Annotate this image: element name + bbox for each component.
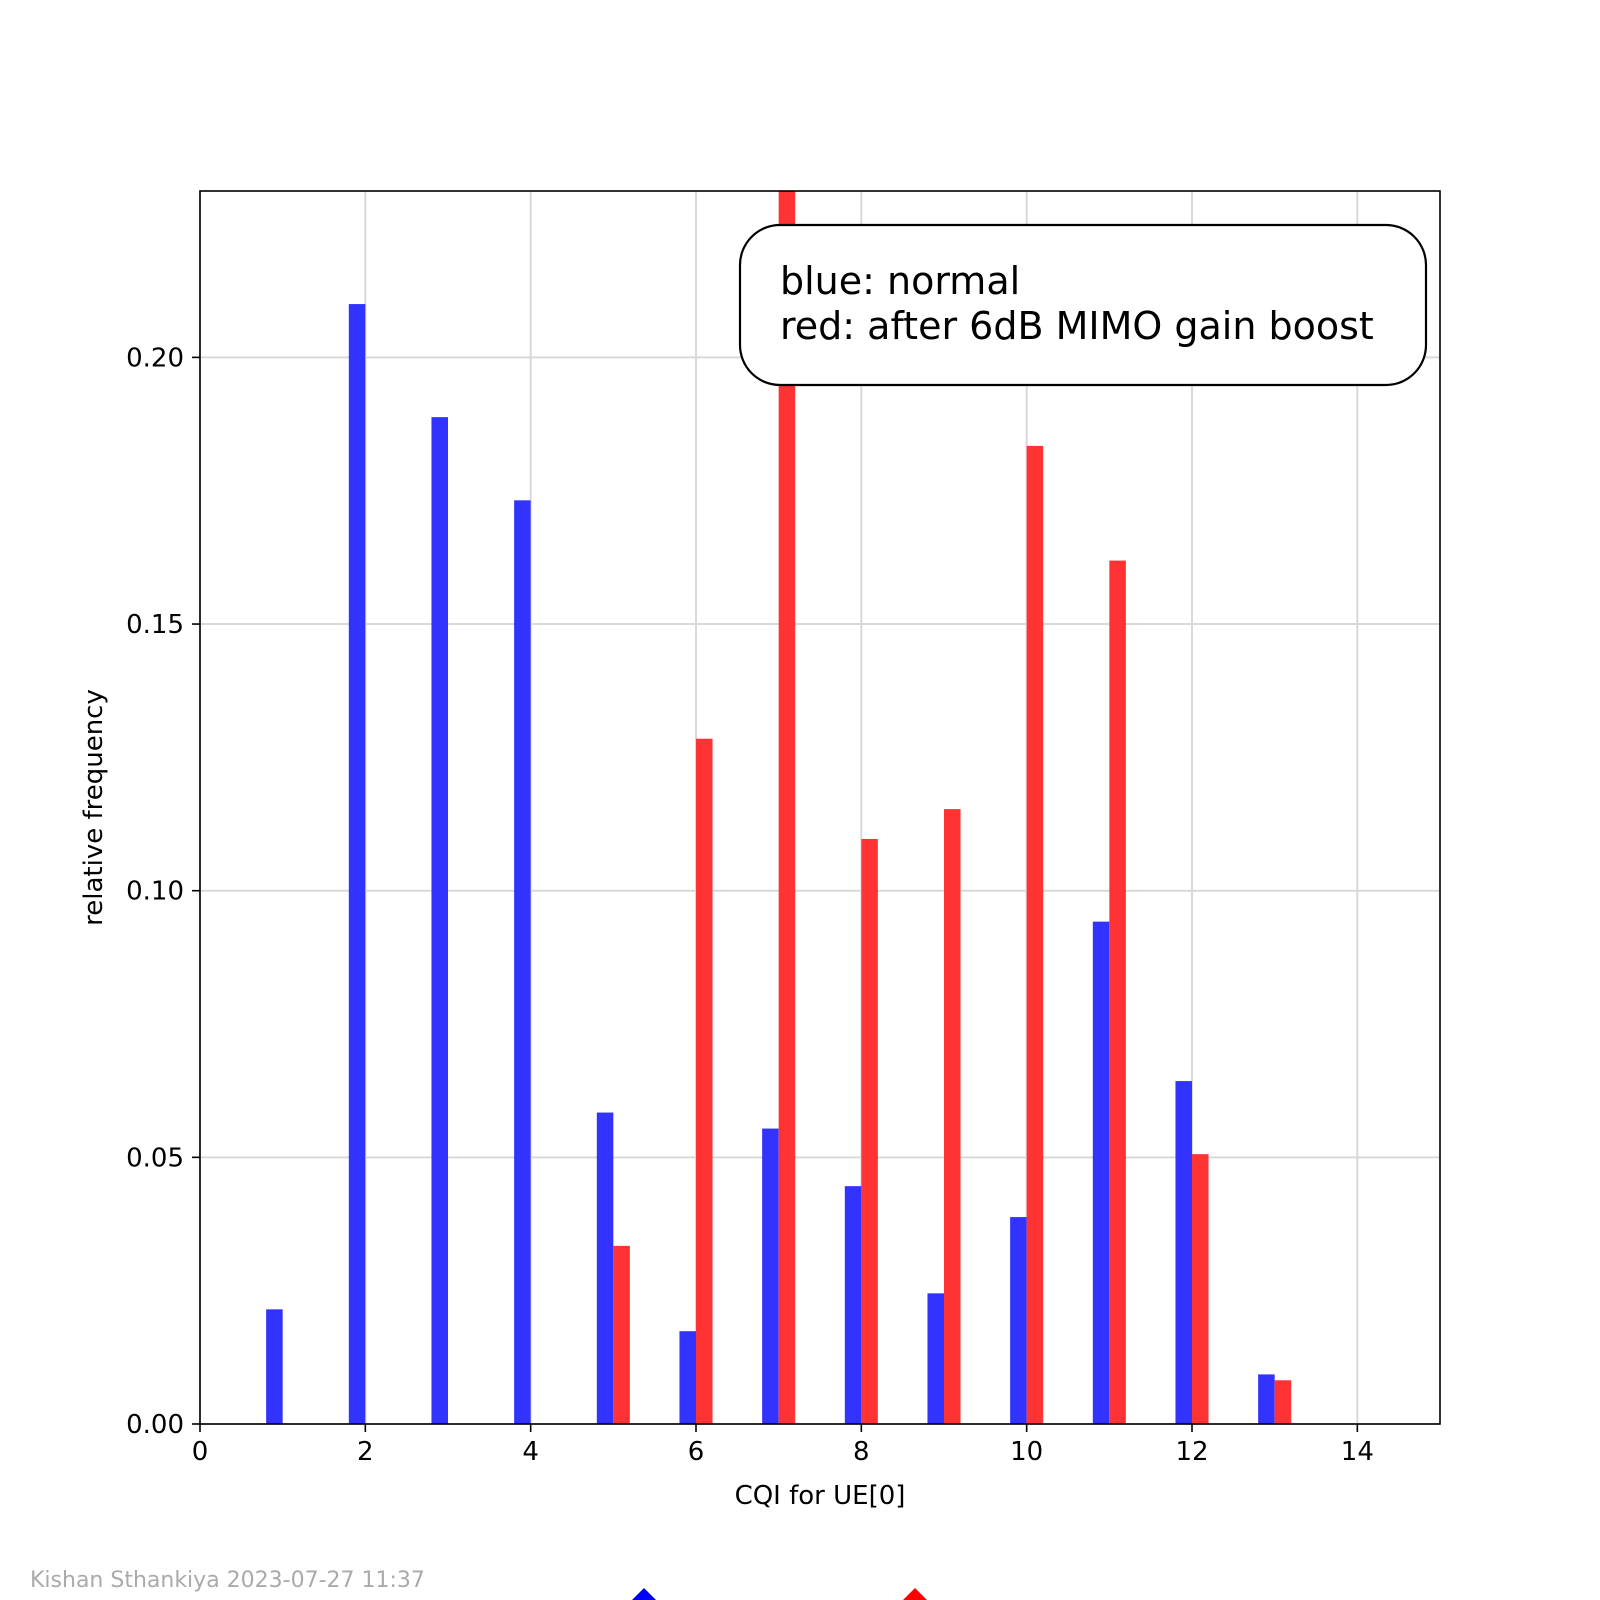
y-tick-label: 0.15	[126, 610, 184, 640]
y-tick-label: 0.05	[126, 1143, 184, 1173]
blue-diamond-icon	[632, 1588, 656, 1600]
red-diamond-icon	[903, 1588, 927, 1600]
blue-bar-cqi-6	[679, 1331, 696, 1424]
annotation-line-red: red: after 6dB MIMO gain boost	[780, 304, 1374, 348]
x-tick-label: 6	[688, 1437, 705, 1467]
y-tick-label: 0.10	[126, 877, 184, 907]
y-axis-title: relative frequency	[79, 689, 109, 926]
bars	[266, 191, 1292, 1424]
red-bar-cqi-6	[696, 738, 713, 1424]
red-bar-cqi-12	[1192, 1154, 1209, 1424]
annotation-line-blue: blue: normal	[780, 259, 1020, 303]
blue-bar-cqi-10	[1010, 1217, 1027, 1424]
blue-bar-cqi-4	[514, 500, 531, 1424]
x-tick-label: 4	[522, 1437, 539, 1467]
red-bar-cqi-5	[613, 1245, 630, 1424]
blue-bar-cqi-12	[1175, 1081, 1192, 1424]
red-bar-cqi-8	[861, 838, 878, 1424]
blue-bar-cqi-13	[1258, 1374, 1275, 1424]
blue-bar-cqi-2	[348, 304, 366, 1424]
x-axis-title: CQI for UE[0]	[735, 1481, 906, 1511]
red-bar-cqi-13	[1274, 1380, 1292, 1424]
red-bar-cqi-7	[778, 191, 796, 1424]
red-bar-cqi-10	[1026, 445, 1044, 1424]
x-tick-label: 12	[1175, 1437, 1208, 1467]
plot-frame	[199, 190, 1441, 1425]
blue-bar-cqi-9	[927, 1293, 944, 1424]
footer-credit: Kishan Sthankiya 2023-07-27 11:37	[30, 1568, 425, 1593]
blue-bar-cqi-3	[431, 417, 448, 1424]
x-tick-label: 8	[853, 1437, 870, 1467]
blue-bar-cqi-7	[762, 1128, 779, 1424]
x-tick-label: 14	[1341, 1437, 1374, 1467]
annotation-box: blue: normal red: after 6dB MIMO gain bo…	[738, 223, 1428, 387]
red-bar-cqi-11	[1109, 560, 1126, 1424]
red-bar-cqi-9	[944, 809, 961, 1424]
y-tick-label: 0.00	[126, 1410, 184, 1440]
blue-bar-cqi-1	[266, 1309, 283, 1424]
x-tick-label: 10	[1010, 1437, 1043, 1467]
annotation-frame	[738, 223, 1428, 387]
blue-bar-cqi-5	[596, 1112, 614, 1424]
x-tick-label: 2	[357, 1437, 374, 1467]
x-tick-label: 0	[192, 1437, 209, 1467]
axis-ticks: 0 2 4 6 8 10 12 14 0.00 0.05 0.10 0.15 0.20	[126, 343, 1374, 1467]
blue-bar-cqi-8	[844, 1186, 862, 1424]
y-tick-label: 0.20	[126, 343, 184, 373]
blue-bar-cqi-11	[1092, 921, 1110, 1424]
